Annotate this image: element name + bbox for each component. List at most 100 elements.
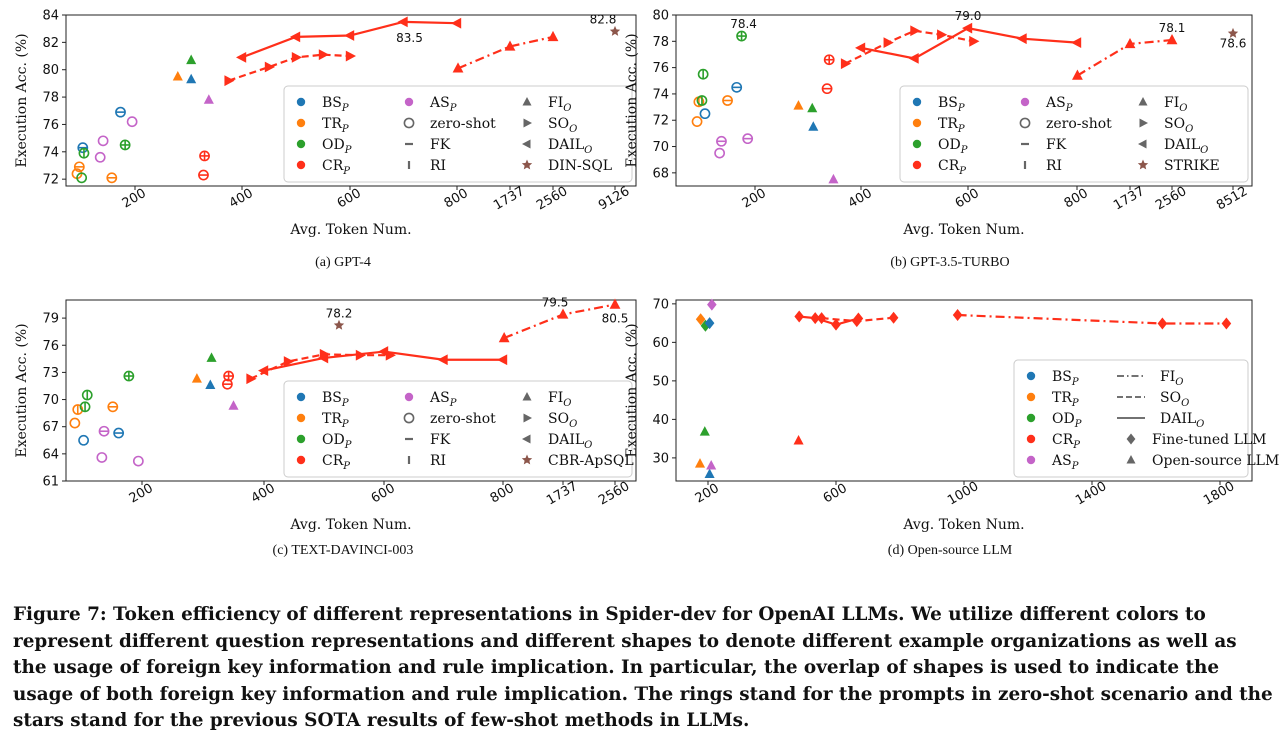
legend-subscript: P bbox=[341, 124, 349, 135]
y-tick-label: 72 bbox=[652, 114, 669, 129]
point-as bbox=[707, 298, 717, 311]
legend-label: FK bbox=[430, 137, 451, 153]
point-od bbox=[699, 426, 710, 436]
legend-label: RI bbox=[430, 158, 446, 174]
point-od bbox=[76, 172, 88, 184]
legend-label: BSP bbox=[322, 95, 349, 114]
legend-subscript: O bbox=[584, 145, 592, 156]
cr-point bbox=[831, 318, 841, 331]
cr-point bbox=[236, 52, 247, 63]
legend-label: zero-shot bbox=[430, 116, 496, 132]
legend-marker bbox=[521, 454, 533, 465]
cr-point bbox=[385, 349, 396, 361]
x-axis-label: Avg. Token Num. bbox=[902, 222, 1024, 238]
legend-label: FIO bbox=[548, 390, 571, 409]
data-label: 78.1 bbox=[1159, 21, 1186, 35]
x-tick-label: 1800 bbox=[1201, 479, 1237, 509]
legend-marker bbox=[912, 97, 922, 107]
legend-marker bbox=[522, 434, 531, 444]
legend-subscript: P bbox=[958, 166, 966, 177]
legend-marker bbox=[522, 97, 532, 106]
legend-label: TRP bbox=[938, 116, 965, 135]
legend-subscript: P bbox=[342, 166, 350, 177]
legend-subscript: P bbox=[341, 103, 349, 114]
cr-point bbox=[908, 53, 919, 64]
legend-subscript: P bbox=[341, 398, 349, 409]
legend-marker bbox=[296, 160, 306, 170]
point-bs bbox=[186, 73, 197, 84]
legend-text: OD bbox=[1052, 411, 1075, 427]
legend-marker bbox=[1026, 455, 1036, 465]
legend-label: FIO bbox=[1164, 95, 1187, 114]
point-bs bbox=[699, 108, 711, 120]
legend-text: CR bbox=[938, 158, 960, 174]
legend-marker bbox=[522, 392, 532, 401]
cr-point bbox=[452, 62, 464, 73]
data-label: 79.0 bbox=[955, 9, 982, 23]
cr-point bbox=[397, 16, 408, 28]
legend-label: SOO bbox=[1160, 390, 1189, 409]
legend-text: AS bbox=[1051, 453, 1072, 469]
plot-frame bbox=[65, 299, 637, 482]
point-bs bbox=[704, 468, 715, 478]
legend-text: FI bbox=[1160, 369, 1175, 385]
cr-point bbox=[224, 75, 235, 87]
y-tick-label: 68 bbox=[652, 166, 669, 181]
sota-star bbox=[1227, 27, 1239, 38]
cr-point bbox=[883, 37, 894, 49]
legend-marker bbox=[296, 434, 306, 444]
legend-text: STRIKE bbox=[1164, 158, 1220, 174]
legend-subscript: P bbox=[1072, 440, 1080, 451]
legend-text: FI bbox=[548, 95, 563, 111]
x-axis-label: Avg. Token Num. bbox=[289, 222, 411, 238]
legend-marker bbox=[912, 118, 922, 128]
cr-point bbox=[840, 58, 852, 70]
legend-marker bbox=[1126, 455, 1136, 464]
legend-text: AS bbox=[1045, 95, 1066, 111]
cr-point bbox=[318, 49, 329, 61]
cr-point bbox=[291, 52, 302, 63]
point-as bbox=[97, 135, 109, 147]
point-tr bbox=[793, 100, 804, 110]
x-tick-label: 8512 bbox=[1214, 184, 1250, 214]
legend-marker bbox=[403, 412, 415, 424]
legend-text: zero-shot bbox=[430, 411, 496, 427]
legend-subscript: P bbox=[1071, 461, 1079, 472]
point-bs bbox=[78, 434, 89, 446]
legend-label: TRP bbox=[322, 411, 349, 430]
y-tick-label: 74 bbox=[652, 87, 669, 102]
cr-series-line-dashdot bbox=[457, 35, 554, 70]
legend-text: BS bbox=[938, 95, 958, 111]
legend-label: DAILO bbox=[548, 137, 592, 156]
legend-marker bbox=[404, 392, 414, 402]
y-tick-label: 78 bbox=[652, 35, 669, 50]
x-tick-label: 800 bbox=[488, 481, 517, 506]
cr-series-line-dashed bbox=[228, 53, 351, 82]
legend-text: zero-shot bbox=[430, 116, 496, 132]
chart-panel-2: 61 64 67 70 73 76 79 200 400 600 800 1737 2560 Avg. T… bbox=[14, 295, 637, 533]
legend-label: ASP bbox=[429, 390, 457, 409]
legend-label: ASP bbox=[1051, 453, 1079, 472]
legend-marker bbox=[1020, 97, 1030, 107]
legend-marker bbox=[521, 159, 533, 170]
x-tick-label: 200 bbox=[120, 186, 149, 211]
x-axis-label: Avg. Token Num. bbox=[289, 517, 411, 533]
legend-marker bbox=[1138, 97, 1148, 106]
cr-point bbox=[1166, 33, 1178, 45]
y-tick-label: 67 bbox=[42, 420, 59, 435]
cr-point bbox=[1157, 317, 1168, 330]
legend-label: FK bbox=[1046, 137, 1067, 153]
legend-label: BSP bbox=[1052, 369, 1079, 388]
y-tick-label: 72 bbox=[42, 173, 59, 188]
cr-point bbox=[290, 31, 301, 43]
cr-point bbox=[378, 346, 389, 357]
legend-label: SOO bbox=[548, 116, 577, 135]
legend-marker bbox=[1139, 118, 1148, 128]
x-tick-label: 1737 bbox=[491, 184, 527, 214]
cr-series-line-dashdot bbox=[1076, 38, 1173, 77]
legend-text: CR bbox=[322, 453, 344, 469]
y-tick-label: 64 bbox=[42, 447, 59, 462]
legend-marker bbox=[296, 455, 306, 465]
legend-text: SO bbox=[548, 116, 569, 132]
y-tick-label: 84 bbox=[42, 9, 59, 24]
